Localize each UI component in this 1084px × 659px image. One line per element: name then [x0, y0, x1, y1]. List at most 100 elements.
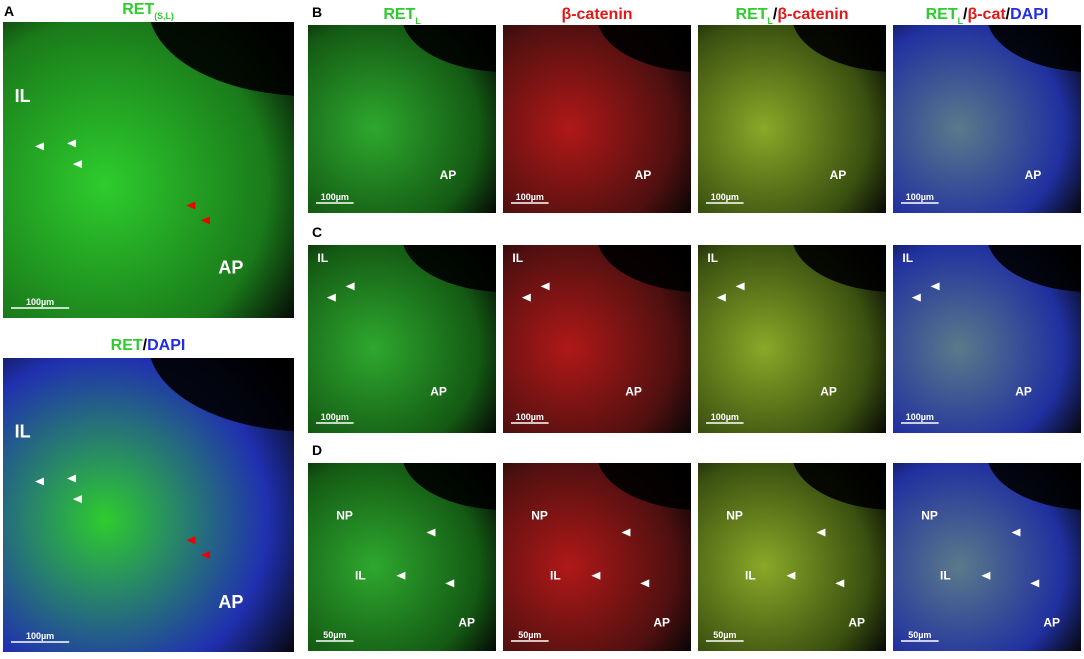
title-part: DAPI: [147, 337, 185, 354]
scale-label: 50µm: [908, 630, 931, 640]
arrowhead: [200, 550, 210, 559]
micrograph: [698, 25, 886, 213]
arrowhead: [786, 571, 796, 580]
dark-region: [793, 463, 886, 510]
panel-letter: D: [312, 442, 322, 458]
arrowhead: [640, 579, 650, 588]
micrograph: [893, 245, 1081, 433]
micrograph: [3, 22, 294, 318]
arrowhead: [396, 571, 406, 580]
region-label: NP: [336, 508, 353, 522]
arrowhead: [521, 293, 531, 302]
scale-label: 50µm: [518, 630, 541, 640]
micrograph: [308, 25, 496, 213]
region-label: IL: [15, 86, 31, 106]
micrograph: [893, 463, 1081, 651]
arrowhead: [911, 293, 921, 302]
arrowhead: [445, 579, 455, 588]
scale-label: 100µm: [711, 412, 739, 422]
region-label: AP: [430, 384, 447, 398]
arrowhead: [200, 216, 210, 225]
title-part: RET: [736, 6, 768, 23]
region-label: AP: [653, 616, 670, 630]
dark-region: [150, 22, 294, 96]
panel-letter: B: [312, 4, 322, 20]
title-part: /: [1006, 6, 1011, 23]
micrograph: [698, 463, 886, 651]
title-part: L: [958, 16, 964, 26]
title-part: RET: [111, 337, 143, 354]
arrowhead: [186, 201, 196, 210]
title-part: L: [415, 16, 421, 26]
dark-region: [598, 463, 691, 510]
arrowhead: [835, 579, 845, 588]
region-label: IL: [745, 569, 756, 583]
region-label: NP: [531, 508, 548, 522]
title-part: β-catenin: [777, 6, 848, 23]
arrowhead: [591, 571, 601, 580]
scale-label: 100µm: [711, 192, 739, 202]
region-label: AP: [1015, 384, 1032, 398]
arrowhead: [35, 477, 45, 486]
dark-region: [793, 245, 886, 292]
scale-label: 100µm: [906, 412, 934, 422]
title-part: DAPI: [1010, 6, 1048, 23]
arrowhead: [186, 536, 196, 545]
title-part: /: [143, 337, 148, 354]
micrograph: [503, 463, 691, 651]
region-label: AP: [848, 616, 865, 630]
dark-region: [598, 245, 691, 292]
arrowhead: [816, 528, 826, 537]
column-title: RET/DAPI: [111, 337, 186, 354]
micrograph: [308, 245, 496, 433]
title-part: β-cat: [967, 6, 1006, 23]
arrowhead: [1011, 528, 1021, 537]
scale-label: 50µm: [323, 630, 346, 640]
region-label: IL: [355, 569, 366, 583]
arrowhead: [35, 142, 45, 151]
title-part: RET: [926, 6, 958, 23]
arrowhead: [981, 571, 991, 580]
panel-letter: C: [312, 224, 322, 240]
micrograph: [503, 25, 691, 213]
scale-label: 100µm: [26, 297, 54, 307]
arrowhead: [67, 139, 77, 148]
title-part: RET: [383, 6, 415, 23]
region-label: IL: [902, 251, 913, 265]
micrograph: [503, 245, 691, 433]
column-title: RET(S,L): [122, 1, 174, 21]
region-label: AP: [218, 258, 243, 278]
region-label: NP: [921, 508, 938, 522]
arrowhead: [67, 474, 77, 483]
region-label: AP: [1043, 616, 1060, 630]
dark-region: [403, 25, 496, 72]
dark-region: [403, 463, 496, 510]
micrograph: [893, 25, 1081, 213]
column-title: RETL/β-catenin: [736, 6, 849, 26]
region-label: NP: [726, 508, 743, 522]
region-label: IL: [15, 421, 31, 441]
title-part: /: [773, 6, 778, 23]
micrograph: [308, 463, 496, 651]
region-label: IL: [940, 569, 951, 583]
dark-region: [988, 463, 1081, 510]
column-title: RETL/β-cat/DAPI: [926, 6, 1049, 26]
region-label: IL: [317, 251, 328, 265]
arrowhead: [72, 160, 82, 169]
region-label: AP: [635, 168, 652, 182]
micrograph: [698, 245, 886, 433]
scale-label: 100µm: [906, 192, 934, 202]
region-label: AP: [625, 384, 642, 398]
region-label: AP: [830, 168, 847, 182]
arrowhead: [930, 282, 940, 291]
arrowhead: [716, 293, 726, 302]
panel-letter: A: [4, 3, 14, 19]
column-title: β-catenin: [561, 6, 632, 23]
dark-region: [598, 25, 691, 72]
title-part: /: [963, 6, 968, 23]
scale-label: 100µm: [321, 192, 349, 202]
region-label: AP: [1025, 168, 1042, 182]
region-label: IL: [707, 251, 718, 265]
region-label: IL: [512, 251, 523, 265]
